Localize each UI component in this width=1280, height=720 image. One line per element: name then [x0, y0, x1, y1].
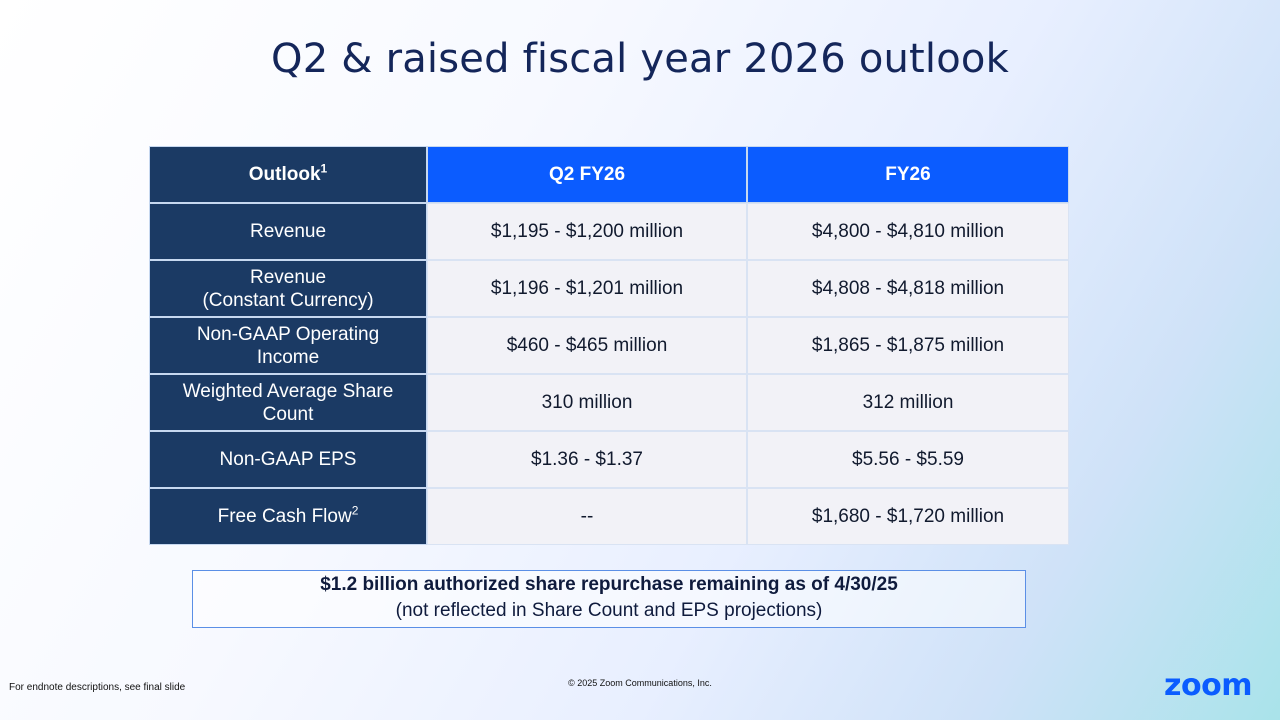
cell-q2: $1,196 - $1,201 million [427, 260, 747, 317]
repurchase-note-headline: $1.2 billion authorized share repurchase… [320, 574, 898, 595]
header-fy26: FY26 [747, 146, 1069, 203]
header-q2-fy26: Q2 FY26 [427, 146, 747, 203]
slide-title: Q2 & raised fiscal year 2026 outlook [271, 36, 1009, 82]
header-outlook-label: Outlook [248, 164, 321, 185]
row-label-non-gaap-operating-income: Non-GAAP Operating Income [149, 317, 427, 374]
table-row: Free Cash Flow2 -- $1,680 - $1,720 milli… [149, 488, 1069, 545]
repurchase-note: $1.2 billion authorized share repurchase… [192, 570, 1026, 628]
table-row: Non-GAAP Operating Income $460 - $465 mil… [149, 317, 1069, 374]
cell-q2: $1.36 - $1.37 [427, 431, 747, 488]
row-label-revenue: Revenue [149, 203, 427, 260]
row-label-share-count: Weighted Average Share Count [149, 374, 427, 431]
table-row: Revenue $1,195 - $1,200 million $4,800 -… [149, 203, 1069, 260]
row-label-free-cash-flow: Free Cash Flow2 [149, 488, 427, 545]
cell-fy: $4,800 - $4,810 million [747, 203, 1069, 260]
table-row: Weighted Average Share Count 310 million … [149, 374, 1069, 431]
cell-q2: $460 - $465 million [427, 317, 747, 374]
footnote-marker: 2 [351, 503, 359, 518]
table-header-row: Outlook1 Q2 FY26 FY26 [149, 146, 1069, 203]
copyright: © 2025 Zoom Communications, Inc. [568, 678, 712, 688]
cell-q2: $1,195 - $1,200 million [427, 203, 747, 260]
repurchase-note-subtext: (not reflected in Share Count and EPS pr… [395, 600, 823, 621]
row-label-non-gaap-eps: Non-GAAP EPS [149, 431, 427, 488]
cell-fy: $4,808 - $4,818 million [747, 260, 1069, 317]
cell-fy: $1,680 - $1,720 million [747, 488, 1069, 545]
table-row: Non-GAAP EPS $1.36 - $1.37 $5.56 - $5.59 [149, 431, 1069, 488]
zoom-logo: zoom [1164, 668, 1252, 703]
cell-fy: 312 million [747, 374, 1069, 431]
cell-fy: $5.56 - $5.59 [747, 431, 1069, 488]
cell-fy: $1,865 - $1,875 million [747, 317, 1069, 374]
table-row: Revenue (Constant Currency) $1,196 - $1,2… [149, 260, 1069, 317]
endnote-reference: For endnote descriptions, see final slid… [9, 682, 186, 693]
header-outlook: Outlook1 [149, 146, 427, 203]
cell-q2: 310 million [427, 374, 747, 431]
outlook-table: Outlook1 Q2 FY26 FY26 Revenue $1,195 - $… [149, 146, 1069, 545]
cell-q2: -- [427, 488, 747, 545]
row-label-revenue-cc: Revenue (Constant Currency) [149, 260, 427, 317]
header-outlook-footnote: 1 [320, 161, 328, 176]
